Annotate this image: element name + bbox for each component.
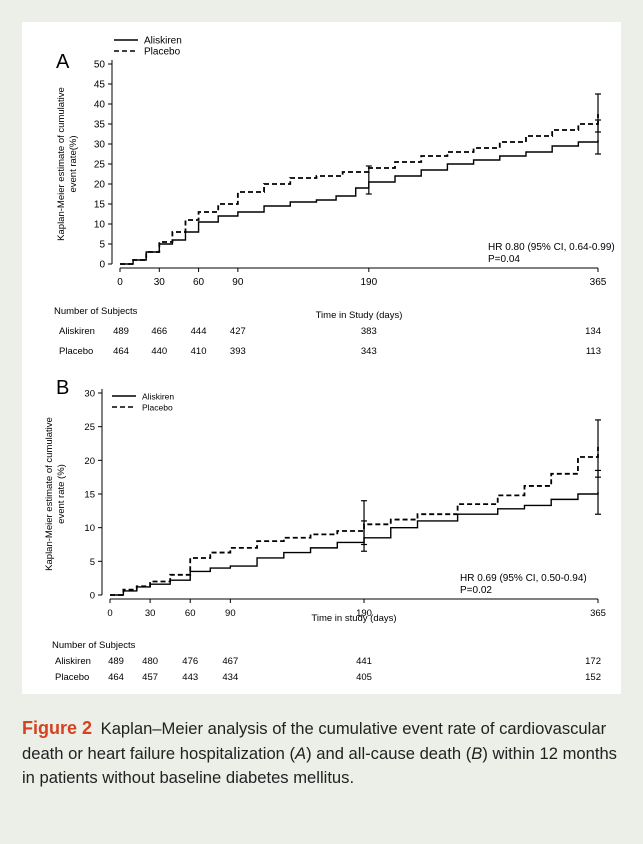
risk-value: 393 — [230, 346, 246, 357]
risk-value: 383 — [361, 326, 377, 337]
risk-value: 480 — [142, 656, 158, 667]
hr-annotation: P=0.02 — [460, 585, 492, 596]
risk-value: 464 — [108, 672, 124, 683]
risk-value: 434 — [222, 672, 238, 683]
risk-row-name: Aliskiren — [59, 326, 95, 337]
x-tick-label: 0 — [107, 608, 112, 619]
legend-label: Placebo — [142, 403, 173, 413]
legend-label: Placebo — [144, 47, 181, 58]
risk-value: 427 — [230, 326, 246, 337]
risk-value: 489 — [108, 656, 124, 667]
y-tick-label: 10 — [94, 220, 106, 231]
risk-value: 467 — [222, 656, 238, 667]
y-tick-label: 15 — [94, 200, 106, 211]
risk-value: 172 — [585, 656, 601, 667]
series-line-aliskiren — [110, 491, 599, 596]
y-tick-label: 25 — [94, 160, 106, 171]
risk-value: 410 — [191, 346, 207, 357]
caption-segment: B — [471, 743, 483, 763]
risk-value: 464 — [113, 346, 129, 357]
x-tick-label: 90 — [225, 608, 236, 619]
risk-value: 113 — [586, 346, 601, 357]
y-tick-label: 30 — [84, 389, 95, 400]
y-tick-label: 0 — [90, 591, 95, 602]
risk-row-name: Aliskiren — [55, 656, 91, 667]
y-axis-title: event rate(%) — [68, 135, 79, 192]
risk-row-name: Placebo — [55, 672, 89, 683]
risk-value: 444 — [191, 326, 207, 337]
y-axis-title: event rate (%) — [56, 464, 67, 524]
y-tick-label: 40 — [94, 100, 106, 111]
y-tick-label: 45 — [94, 80, 106, 91]
risk-value: 343 — [361, 346, 377, 357]
risk-value: 466 — [151, 326, 167, 337]
caption-text: Kaplan–Meier analysis of the cumulative … — [22, 719, 617, 787]
x-axis-title: Time in study (days) — [311, 613, 396, 624]
figure-label: Figure 2 — [22, 718, 93, 738]
y-tick-label: 20 — [84, 456, 95, 467]
risk-value: 476 — [182, 656, 198, 667]
risk-value: 440 — [151, 346, 167, 357]
hr-annotation: HR 0.69 (95% CI, 0.50-0.94) — [460, 573, 587, 584]
x-tick-label: 60 — [185, 608, 196, 619]
x-tick-label: 365 — [590, 608, 606, 619]
risk-value: 405 — [356, 672, 372, 683]
x-tick-label: 0 — [117, 277, 123, 288]
caption-segment: Kaplan–Meier analysis of the cumulative … — [22, 719, 607, 763]
hr-annotation: P=0.04 — [488, 254, 520, 265]
x-tick-label: 30 — [154, 277, 166, 288]
risk-table-title: Number of Subjects — [54, 306, 138, 317]
risk-row-name: Placebo — [59, 346, 93, 357]
x-tick-label: 365 — [590, 277, 607, 288]
panel-label: B — [56, 377, 69, 399]
y-tick-label: 50 — [94, 60, 106, 71]
risk-value: 152 — [585, 672, 601, 683]
x-tick-label: 190 — [360, 277, 377, 288]
y-tick-label: 5 — [99, 240, 105, 251]
x-axis-title: Time in Study (days) — [316, 310, 403, 321]
y-tick-label: 20 — [94, 180, 106, 191]
y-tick-label: 25 — [84, 422, 95, 433]
caption-segment: ) within 12 months in patients without b… — [22, 743, 617, 788]
hr-annotation: HR 0.80 (95% CI, 0.64-0.99) — [488, 242, 615, 253]
risk-value: 457 — [142, 672, 158, 683]
risk-value: 489 — [113, 326, 129, 337]
x-tick-label: 90 — [232, 277, 244, 288]
y-tick-label: 15 — [84, 490, 95, 501]
caption-segment: ) and all-cause death ( — [306, 743, 472, 763]
risk-value: 441 — [356, 656, 372, 667]
y-tick-label: 35 — [94, 120, 106, 131]
risk-table-title: Number of Subjects — [52, 640, 136, 651]
legend-label: Aliskiren — [142, 392, 174, 402]
plot-panel: A 0 5 10 15 20 25 30 35 40 45 50 0 30 60 90 190 365 Time i… — [22, 22, 621, 694]
risk-value: 443 — [182, 672, 198, 683]
figure-caption: Figure 2 Kaplan–Meier analysis of the cu… — [22, 716, 622, 791]
y-tick-label: 0 — [99, 260, 105, 271]
y-tick-label: 30 — [94, 140, 106, 151]
x-tick-label: 190 — [356, 608, 372, 619]
y-tick-label: 5 — [90, 557, 95, 568]
series-line-placebo — [120, 114, 599, 265]
y-tick-label: 10 — [84, 523, 95, 534]
series-line-placebo — [110, 446, 599, 596]
x-tick-label: 30 — [145, 608, 156, 619]
x-tick-label: 60 — [193, 277, 205, 288]
risk-value: 134 — [585, 326, 601, 337]
legend-label: Aliskiren — [144, 36, 182, 47]
y-axis-title: Kaplan-Meier estimate of cumulative — [56, 87, 67, 241]
y-axis-title: Kaplan-Meier estimate of cumulative — [44, 417, 55, 571]
panel-label: A — [56, 51, 70, 73]
caption-segment: A — [295, 743, 307, 763]
